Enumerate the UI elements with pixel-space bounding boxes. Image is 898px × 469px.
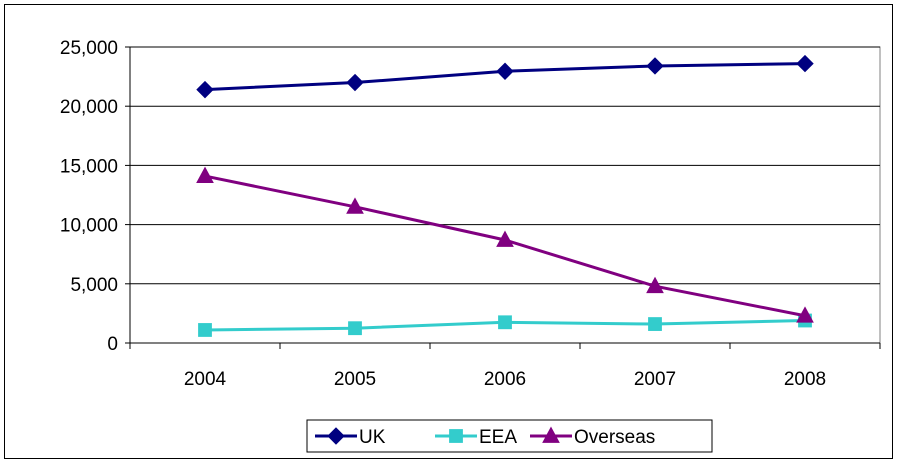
x-tick-label: 2004 (184, 369, 227, 390)
data-point-marker (796, 306, 814, 323)
legend-box (306, 419, 713, 453)
data-point-marker (648, 317, 662, 331)
legend-entry: Overseas (530, 426, 655, 448)
y-tick-label: 10,000 (60, 216, 118, 237)
x-tick-label: 2006 (484, 369, 526, 390)
series-uk (196, 54, 814, 99)
series-overseas (196, 166, 814, 323)
data-point-marker (796, 54, 814, 73)
data-point-marker (327, 427, 345, 445)
y-tick-label: 25,000 (60, 38, 118, 59)
data-point-marker (198, 323, 212, 337)
legend-label: UK (359, 427, 386, 448)
legend-label: EEA (479, 427, 517, 448)
data-point-marker (496, 230, 514, 247)
x-tick-label: 2008 (784, 369, 826, 390)
data-point-marker (646, 276, 664, 294)
y-tick-label: 20,000 (60, 97, 118, 118)
legend-entry: UK (315, 427, 386, 448)
data-point-marker (196, 166, 214, 183)
data-point-marker (348, 321, 362, 336)
legend: UK EEA Overseas (306, 419, 713, 453)
y-tick-label: 15,000 (60, 156, 118, 177)
axes: 0 5,000 10,000 15,000 20,000 25,000 2004 2005 20… (60, 38, 881, 390)
x-tick-label: 2005 (334, 369, 376, 390)
data-point-marker (449, 429, 463, 443)
chart-border (4, 4, 893, 459)
legend-label: Overseas (574, 427, 655, 448)
data-point-marker (496, 62, 514, 80)
data-point-marker (196, 80, 214, 99)
series-group (196, 54, 814, 337)
y-tick-label: 0 (107, 334, 118, 355)
x-tick-label: 2007 (634, 369, 676, 390)
data-point-marker (542, 426, 560, 443)
data-point-marker (498, 315, 512, 330)
data-point-marker (646, 57, 664, 75)
data-point-marker (346, 197, 364, 214)
legend-entry: EEA (435, 427, 517, 448)
y-tick-label: 5,000 (70, 275, 118, 296)
data-point-marker (346, 73, 364, 92)
